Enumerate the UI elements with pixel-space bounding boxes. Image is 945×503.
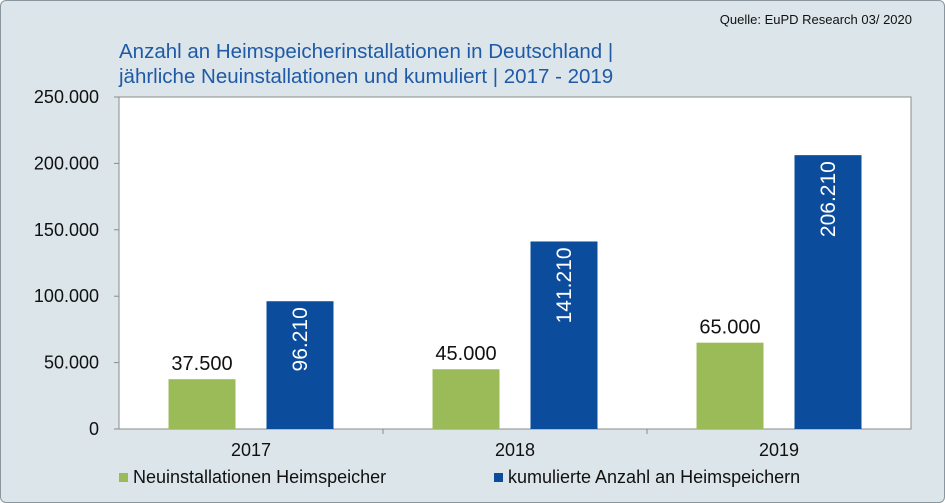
data-label: 96.210 [289,307,312,371]
data-label: 206.210 [817,161,840,237]
source-note: Quelle: EuPD Research 03/ 2020 [719,12,912,27]
bar-kumuliert-2018 [530,241,598,429]
legend-swatch-kumuliert [494,473,503,482]
bar-neuinstallationen-2017 [168,379,236,429]
legend-item-neuinstallationen: Neuinstallationen Heimspeicher [119,467,386,488]
chart-title-line-1: Anzahl an Heimspeicherinstallationen in … [119,40,614,63]
data-label: 37.500 [171,353,232,375]
x-tick-label: 2018 [495,440,535,460]
data-label: 45.000 [435,343,496,365]
y-tick-label: 50.000 [44,353,99,373]
legend-label-kumuliert: kumulierte Anzahl an Heimspeichern [508,467,801,487]
y-tick-label: 100.000 [34,286,99,306]
data-label: 141.210 [553,247,576,323]
y-tick-label: 0 [89,419,99,439]
bar-neuinstallationen-2019 [696,342,764,429]
y-tick-label: 150.000 [34,220,99,240]
bar-neuinstallationen-2018 [432,369,500,429]
x-tick-label: 2019 [759,440,799,460]
chart-title-line-2: jährliche Neuinstallationen und kumulier… [119,65,614,88]
legend-swatch-neuinstallationen [119,473,128,482]
y-tick-label: 250.000 [34,87,99,107]
data-label: 65.000 [699,317,760,339]
y-tick-label: 200.000 [34,153,99,173]
x-tick-label: 2017 [231,440,271,460]
bar-kumuliert-2019 [794,155,862,429]
chart-title: Anzahl an Heimspeicherinstallationen in … [119,39,613,89]
legend-item-kumuliert: kumulierte Anzahl an Heimspeichern [494,467,800,488]
bar-kumuliert-2017 [266,301,334,429]
legend-label-neuinstallationen: Neuinstallationen Heimspeicher [133,467,387,487]
plot-area [118,96,912,430]
